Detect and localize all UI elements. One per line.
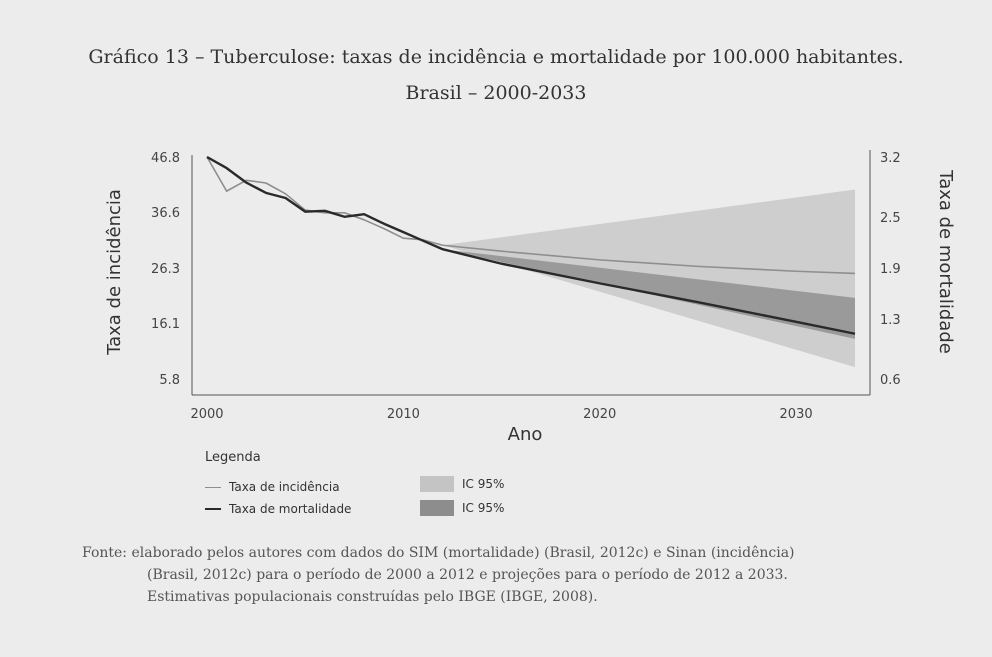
y-right-tick-label: 1.9	[880, 262, 901, 277]
x-tick-label: 2000	[190, 407, 223, 422]
y-left-tick-label: 5.8	[159, 373, 180, 388]
source-line-3: Estimativas populacionais construídas pe…	[147, 589, 598, 605]
y-left-tick-label: 16.1	[151, 317, 180, 332]
series-line-mortality	[206, 155, 856, 335]
legend-heading: Legenda	[205, 450, 261, 465]
legend-ci-label-incidence: IC 95%	[462, 477, 505, 491]
source-line-2: (Brasil, 2012c) para o período de 2000 a…	[147, 567, 788, 583]
x-tick-label: 2010	[387, 407, 420, 422]
legend-ci-label-mortality: IC 95%	[462, 501, 505, 515]
legend-swatch-ci-incidence	[420, 476, 454, 492]
legend-item-ci-mortality: IC 95%	[420, 500, 504, 516]
confidence-bands	[442, 189, 855, 368]
source-line-1: Fonte: elaborado pelos autores com dados…	[82, 545, 795, 561]
legend-item-incidence: Taxa de incidência	[205, 480, 340, 494]
y-right-tick-label: 2.5	[880, 211, 901, 226]
y-left-tick-label: 46.8	[151, 151, 180, 166]
legend-item-mortality: Taxa de mortalidade	[205, 502, 351, 516]
legend-line-incidence	[205, 486, 221, 488]
x-axis-label: Ano	[508, 424, 543, 445]
y-right-tick-label: 3.2	[880, 151, 901, 166]
y-left-tick-label: 26.3	[151, 262, 180, 277]
chart-subtitle: Brasil – 2000-2033	[405, 82, 587, 104]
series-lines	[206, 155, 856, 335]
legend-swatch-ci-mortality	[420, 500, 454, 516]
legend: Legenda Taxa de incidência Taxa de morta…	[205, 450, 504, 516]
series-line-incidence	[206, 156, 856, 275]
chart-title: Gráfico 13 – Tuberculose: taxas de incid…	[88, 46, 904, 68]
legend-item-ci-incidence: IC 95%	[420, 476, 504, 492]
x-tick-label: 2030	[780, 407, 813, 422]
legend-label-incidence: Taxa de incidência	[229, 480, 340, 494]
legend-label-mortality: Taxa de mortalidade	[229, 502, 352, 516]
y-right-tick-label: 0.6	[880, 373, 901, 388]
y-right-axis-label: Taxa de mortalidade	[935, 169, 956, 354]
source-note: Fonte: elaborado pelos autores com dados…	[82, 542, 972, 608]
legend-line-mortality	[205, 508, 221, 510]
y-right-tick-label: 1.3	[880, 313, 901, 328]
y-left-tick-label: 36.6	[151, 206, 180, 221]
x-tick-label: 2020	[583, 407, 616, 422]
y-left-axis-label: Taxa de incidência	[104, 189, 125, 356]
